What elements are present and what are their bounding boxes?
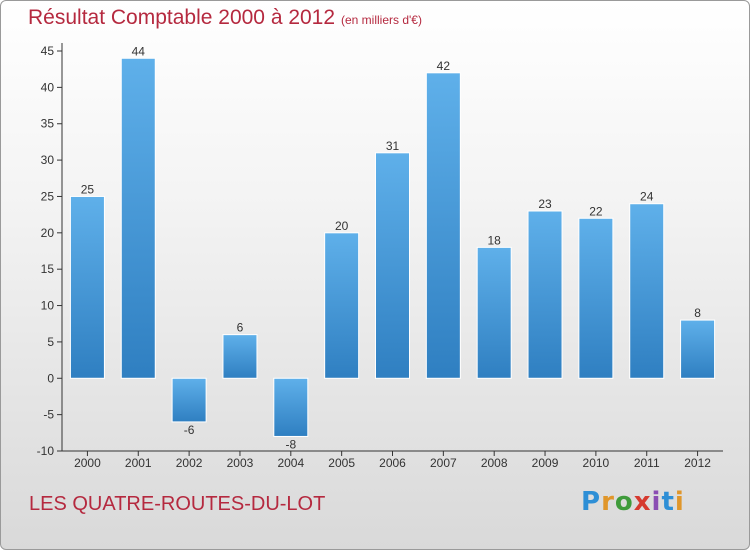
value-label: 44 — [132, 44, 146, 58]
value-label: 24 — [640, 190, 654, 204]
proxiti-logo: Proxiti — [581, 487, 685, 517]
value-label: 31 — [386, 139, 400, 153]
value-label: 20 — [335, 219, 349, 233]
bar-2000 — [69, 195, 105, 379]
bar-2004 — [273, 377, 309, 437]
logo-letter: x — [633, 487, 652, 517]
bar-chart: -10 -5 0 5 10 15 20 25 30 35 40 45 2000 2001 2002 2003 2… — [37, 43, 723, 470]
x-tick-label: 2001 — [125, 456, 152, 470]
logo-letter: t — [661, 487, 675, 517]
y-tick-label: 45 — [41, 44, 55, 58]
bar-2003 — [222, 334, 258, 379]
chart-bars — [69, 57, 716, 437]
x-tick-label: 2005 — [328, 456, 355, 470]
value-label: 22 — [589, 204, 603, 218]
value-label: -8 — [285, 437, 296, 451]
logo-letter: r — [601, 487, 615, 517]
bar-2006 — [375, 152, 410, 379]
bar-2002 — [171, 377, 207, 423]
y-tick-label: 25 — [41, 189, 55, 203]
chart-value-labels: 25 44 -6 6 -8 20 31 42 18 23 22 24 8 — [81, 44, 701, 451]
value-label: 18 — [488, 233, 502, 247]
logo-letter: o — [614, 487, 634, 517]
chart-axes: -10 -5 0 5 10 15 20 25 30 35 40 45 2000 2001 2002 2003 2… — [37, 43, 723, 470]
x-tick-label: 2011 — [634, 456, 660, 470]
bar-2009 — [527, 210, 563, 379]
y-tick-label: -10 — [37, 444, 55, 458]
x-tick-label: 2003 — [227, 456, 254, 470]
y-tick-label: 20 — [41, 226, 55, 240]
logo-letter: i — [674, 487, 685, 517]
value-label: 23 — [538, 197, 552, 211]
bar-2011 — [629, 203, 665, 379]
logo-letter: i — [651, 487, 662, 517]
bar-2008 — [476, 246, 512, 379]
logo-letter: P — [581, 487, 602, 517]
y-tick-label: 40 — [41, 80, 55, 94]
value-label: 25 — [81, 182, 95, 196]
bar-2010 — [578, 217, 614, 379]
place-name: LES QUATRE-ROUTES-DU-LOT — [29, 493, 326, 515]
y-tick-label: 10 — [41, 299, 55, 313]
x-tick-label: 2002 — [176, 456, 203, 470]
y-tick-label: 5 — [47, 335, 54, 349]
y-tick-label: 35 — [41, 117, 55, 131]
value-label: 42 — [437, 59, 451, 73]
y-tick-label: -5 — [43, 408, 54, 422]
x-tick-label: 2004 — [277, 456, 304, 470]
value-label: 8 — [694, 306, 701, 320]
x-tick-label: 2000 — [74, 456, 101, 470]
y-tick-label: 0 — [47, 371, 54, 385]
chart-subtitle: (en milliers d'€) — [341, 13, 422, 27]
x-tick-label: 2006 — [379, 456, 406, 470]
x-tick-label: 2012 — [684, 456, 711, 470]
bar-2007 — [425, 72, 461, 379]
x-tick-label: 2009 — [532, 456, 559, 470]
value-label: -6 — [184, 423, 195, 437]
chart-title: Résultat Comptable 2000 à 2012 — [28, 6, 336, 29]
bar-2005 — [324, 232, 360, 379]
y-tick-label: 30 — [41, 153, 55, 167]
bar-2012 — [680, 319, 716, 379]
bar-2001 — [120, 57, 156, 379]
value-label: 6 — [237, 321, 244, 335]
y-tick-label: 15 — [41, 262, 55, 276]
x-tick-label: 2007 — [430, 456, 457, 470]
x-tick-label: 2008 — [481, 456, 508, 470]
x-tick-label: 2010 — [583, 456, 610, 470]
